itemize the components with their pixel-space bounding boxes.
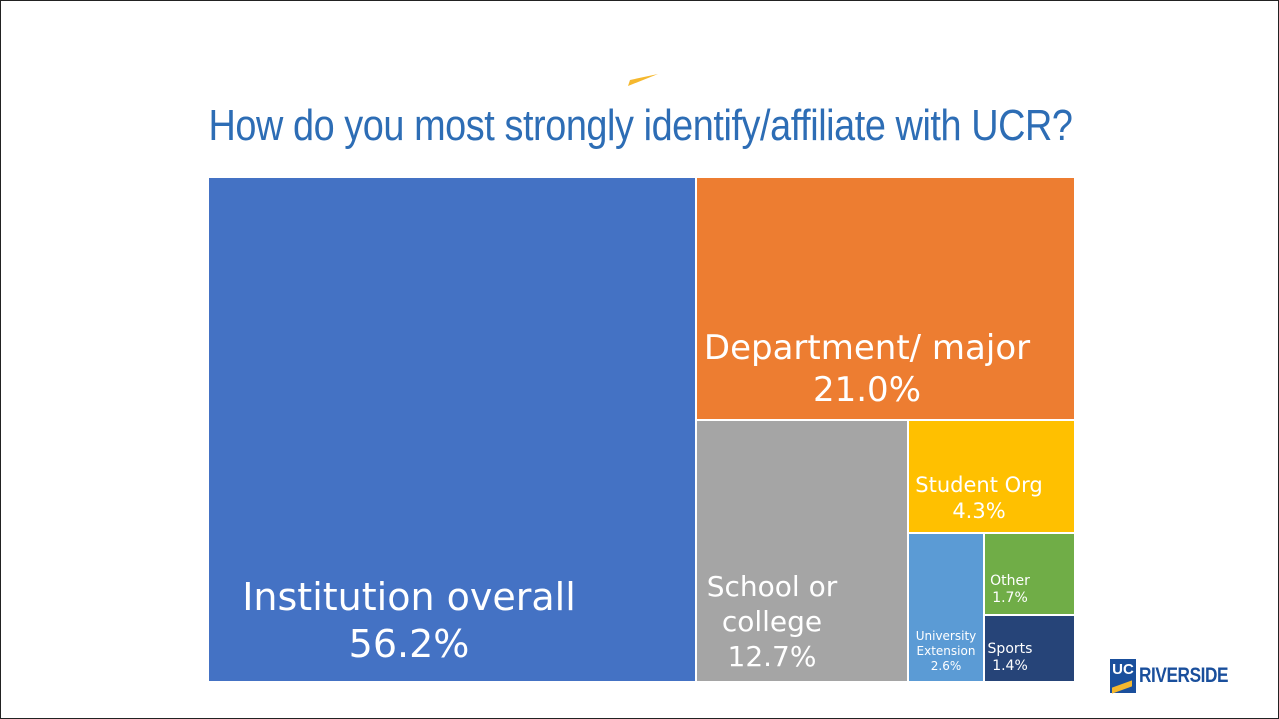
logo-wordmark: RIVERSIDE <box>1139 664 1228 688</box>
treemap-category-label: Other <box>985 573 1035 591</box>
treemap-category-label: Student Org <box>909 472 1049 498</box>
treemap-label-institution-overall: Institution overall 56.2% <box>209 574 609 669</box>
treemap-label-school-or-college: School or college 12.7% <box>697 569 847 674</box>
uc-logo-mark-icon: UC <box>1110 659 1136 693</box>
treemap-label-student-org: Student Org 4.3% <box>909 472 1049 525</box>
treemap-value-label: 21.0% <box>697 369 1037 412</box>
treemap-value-label: 12.7% <box>697 639 847 674</box>
treemap-label-university-extension: University Extension 2.6% <box>909 629 983 674</box>
treemap-category-label: Sports <box>985 641 1035 659</box>
treemap-category-label: Department/ major <box>697 327 1037 370</box>
treemap-label-other: Other 1.7% <box>985 573 1035 608</box>
treemap-category-label: Extension <box>909 644 983 659</box>
treemap-value-label: 4.3% <box>909 498 1049 524</box>
treemap-category-label: School or <box>697 569 847 604</box>
treemap-category-label: University <box>909 629 983 644</box>
treemap-value-label: 2.6% <box>909 659 983 674</box>
logo-mark-text: UC <box>1112 661 1134 678</box>
treemap-category-label: Institution overall <box>209 574 609 622</box>
treemap-value-label: 1.7% <box>985 590 1035 608</box>
ucr-logo: UC RIVERSIDE <box>1110 656 1248 696</box>
treemap-value-label: 56.2% <box>209 621 609 669</box>
treemap-category-label: college <box>697 604 847 639</box>
treemap-label-sports: Sports 1.4% <box>985 641 1035 676</box>
treemap-label-department-major: Department/ major 21.0% <box>697 327 1037 412</box>
treemap-value-label: 1.4% <box>985 658 1035 676</box>
